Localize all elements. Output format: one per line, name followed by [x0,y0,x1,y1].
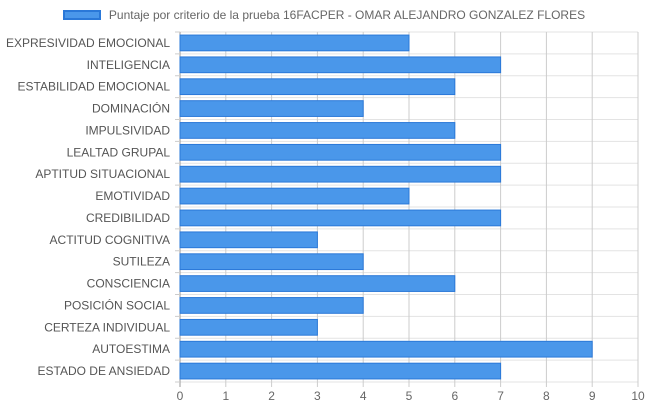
legend-swatch [62,10,101,20]
bar [179,209,502,227]
x-tick-label: 3 [314,389,321,403]
category-label: ESTADO DE ANSIEDAD [38,364,171,378]
bar [179,56,502,74]
bar [179,122,456,139]
bar [179,253,364,271]
x-tick-label: 6 [451,389,458,403]
x-tick-label: 2 [268,389,275,403]
x-tick-label: 10 [631,389,645,403]
category-label: APTITUD SITUACIONAL [35,167,170,181]
x-tick-label: 0 [177,389,184,403]
category-label: DOMINACIÓN [92,101,170,116]
category-label: CREDIBILIDAD [86,211,170,225]
category-label: IMPULSIVIDAD [85,123,170,137]
x-tick-label: 4 [360,389,367,403]
category-label: ACTITUD COGNITIVA [50,233,170,247]
x-tick-label: 1 [222,389,229,403]
x-tick-label: 9 [589,389,596,403]
bar [179,34,410,52]
bar [179,78,456,96]
category-label: CONSCIENCIA [87,277,170,291]
legend-label: Puntaje por criterio de la prueba 16FACP… [108,8,586,22]
bar [179,143,502,161]
category-label: POSICIÓN SOCIAL [64,297,170,312]
category-label: CERTEZA INDIVIDUAL [44,320,170,334]
legend[interactable]: Puntaje por criterio de la prueba 16FACP… [0,6,648,24]
bar [179,340,593,358]
category-label: LEALTAD GRUPAL [67,145,171,159]
category-label: EXPRESIVIDAD EMOCIONAL [6,36,170,50]
x-tick-label: 7 [497,389,504,403]
x-tick-label: 8 [543,389,550,403]
bar [179,100,364,117]
category-label: SUTILEZA [113,255,170,269]
bar [179,231,318,249]
x-tick-label: 5 [406,389,413,403]
bar [179,362,502,380]
category-label: AUTOESTIMA [92,342,170,356]
bar [179,275,456,292]
category-label: INTELIGENCIA [87,58,170,72]
category-label: ESTABILIDAD EMOCIONAL [18,80,171,94]
bar [179,187,410,205]
bar [179,165,502,183]
bar [179,297,364,314]
category-label: EMOTIVIDAD [95,189,170,203]
bar [179,318,318,336]
